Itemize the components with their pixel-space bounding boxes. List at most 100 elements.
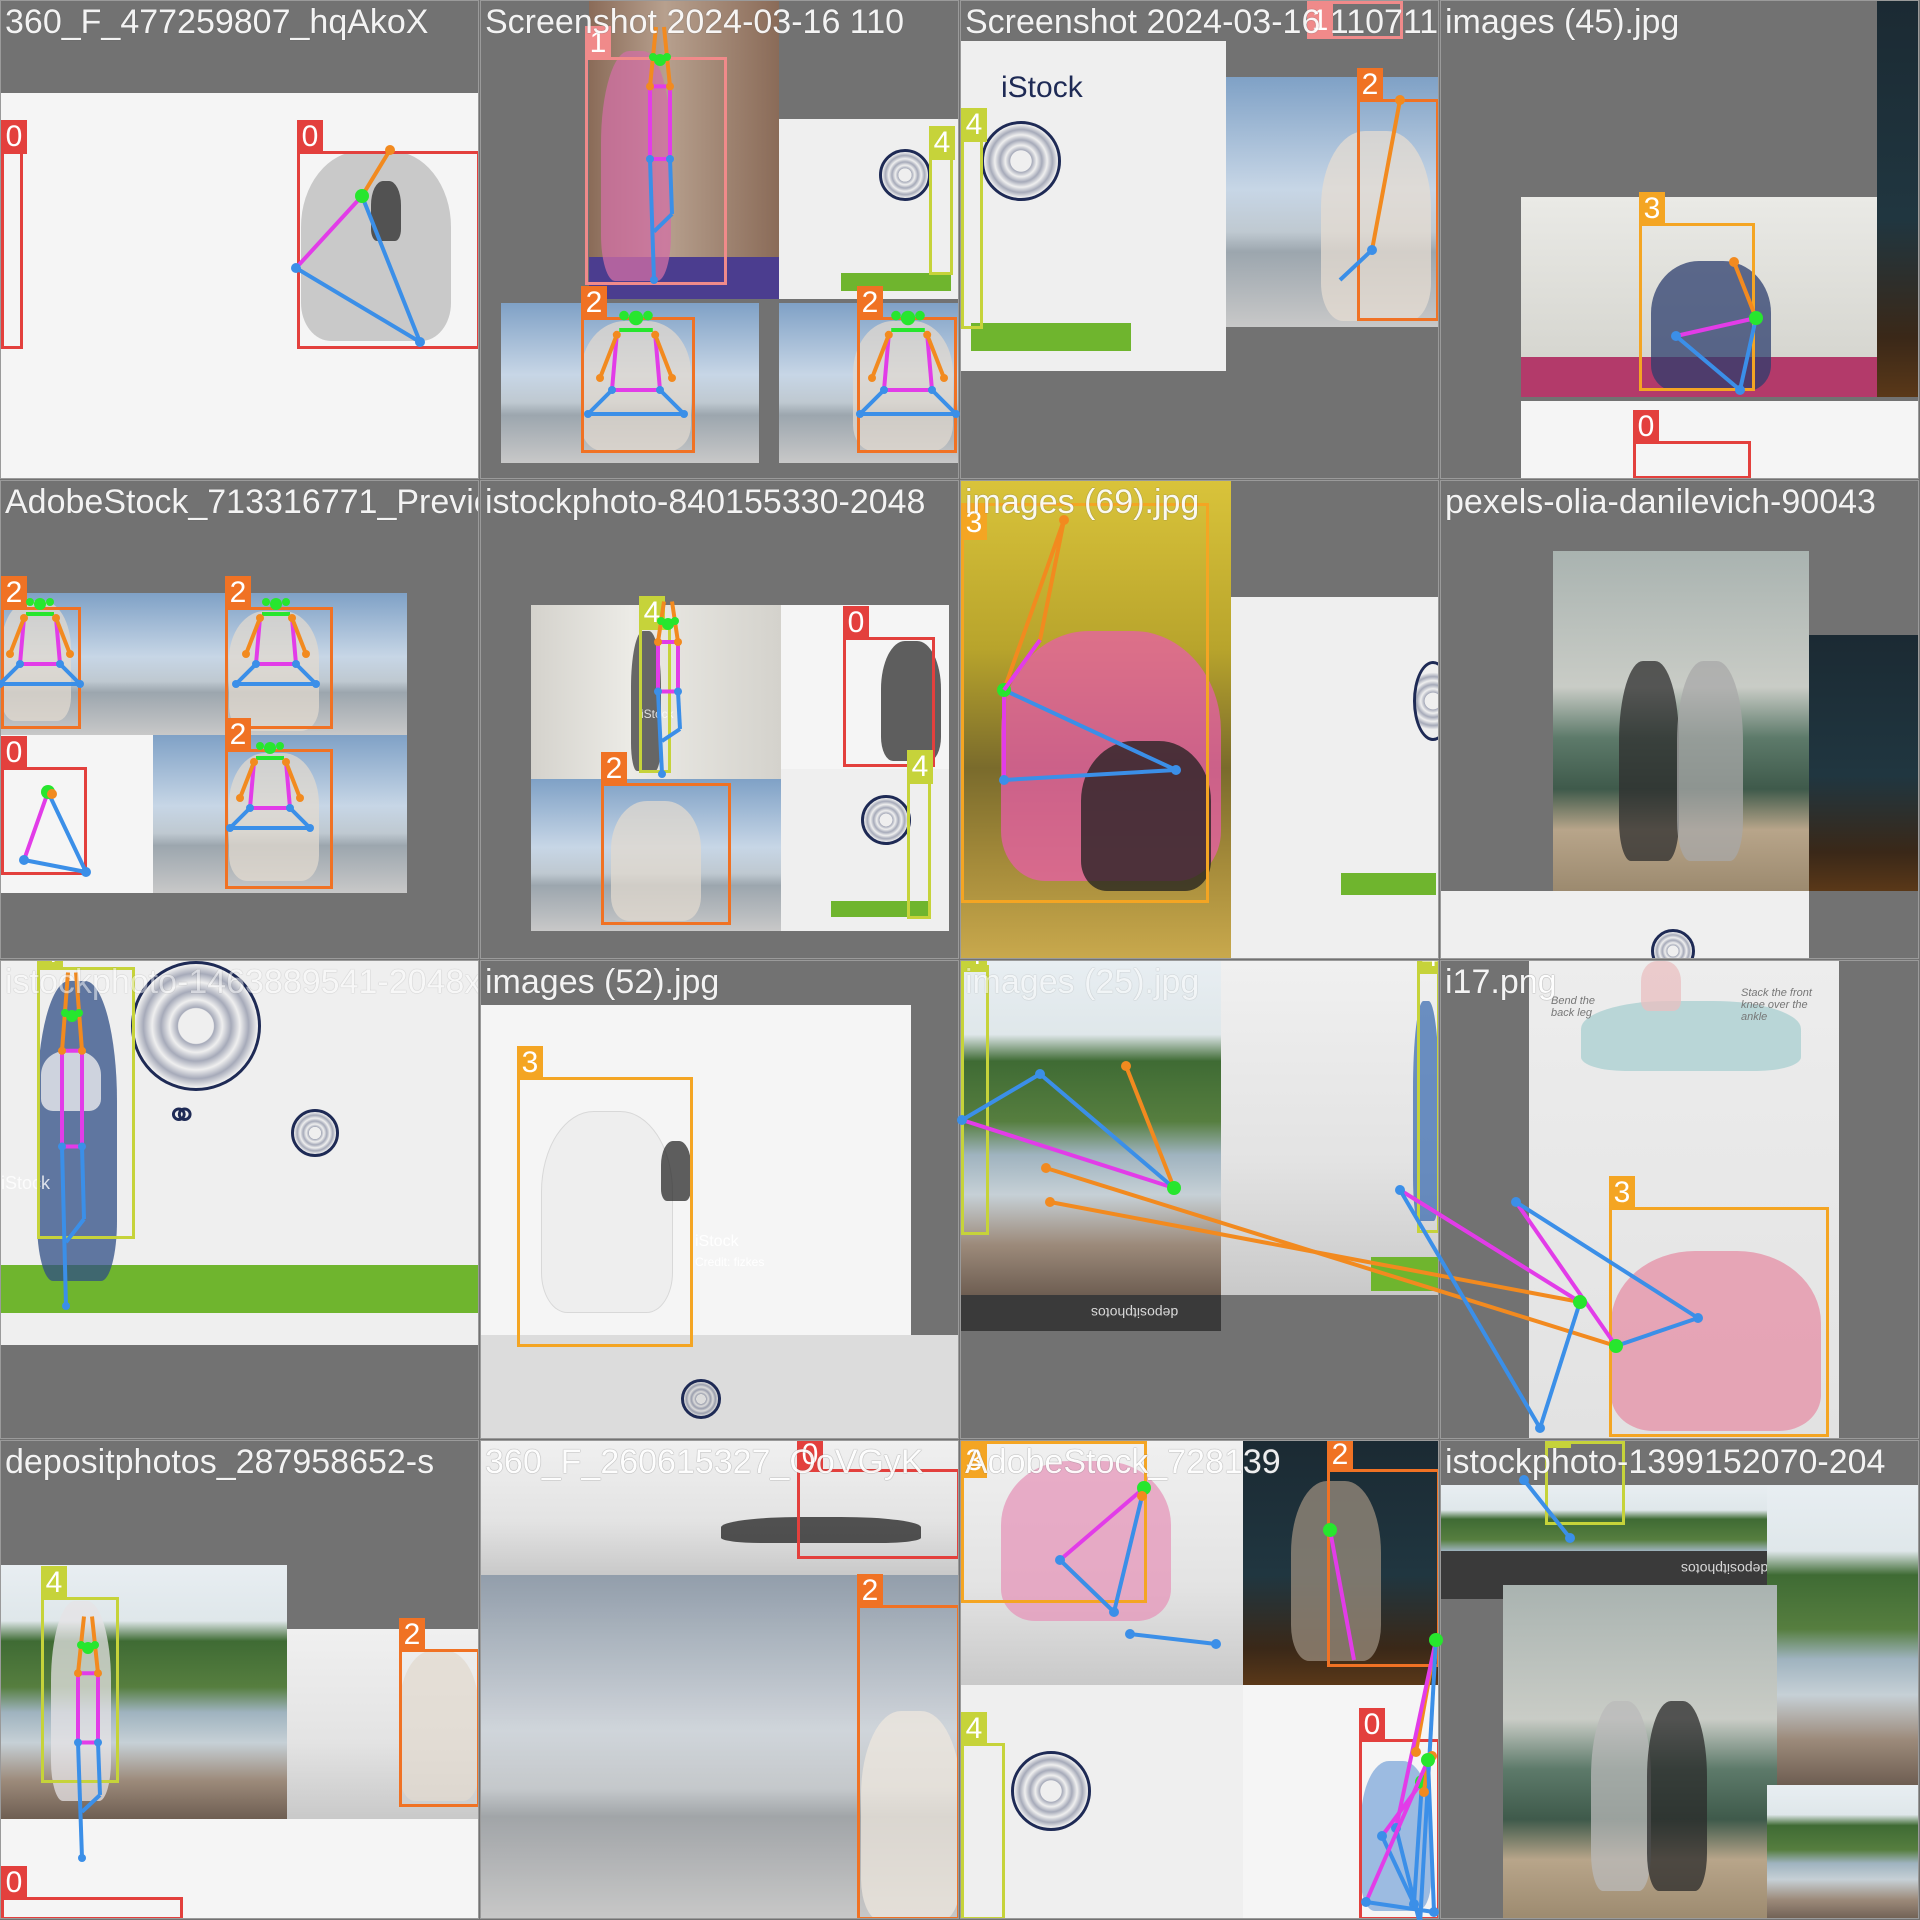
detection-box: 1: [1307, 1, 1403, 39]
keypoint: [262, 598, 270, 606]
skeleton-limb: [652, 212, 674, 234]
detection-box: 4: [961, 108, 987, 329]
skeleton-limb: [870, 334, 891, 379]
detection-box: 3: [961, 503, 1209, 903]
skeleton-limb: [1738, 317, 1758, 391]
keypoint: [1211, 1639, 1221, 1649]
flower-of-life-symbol: [291, 1109, 339, 1157]
photo: [1441, 891, 1809, 958]
class-tag: 2: [1327, 1441, 1353, 1472]
keypoint: [74, 1738, 82, 1747]
rings-symbol: ⚭: [165, 1094, 199, 1138]
tile-label: images (69).jpg: [965, 483, 1200, 521]
skeleton-limb: [1674, 334, 1742, 392]
keypoint: [658, 770, 666, 778]
keypoint: [415, 337, 425, 347]
keypoint: [1055, 1555, 1065, 1565]
skeleton-limb: [80, 1146, 86, 1220]
skeleton-limb: [598, 334, 619, 379]
pose-figure: [581, 321, 691, 451]
flower-of-life-symbol: [681, 1379, 721, 1419]
skeleton-limb: [1364, 1759, 1430, 1903]
keypoint: [256, 742, 264, 750]
pose-figure: [721, 1517, 921, 1543]
pose-figure: [853, 321, 953, 451]
skeleton-limb: [284, 761, 302, 799]
watermark: Credit: fizkes: [695, 1255, 765, 1269]
detection-box: 0: [843, 606, 935, 767]
tile-12: Bend the back leg Stack the front knee o…: [1440, 960, 1919, 1439]
keypoint: [628, 310, 644, 326]
keypoint: [1041, 1163, 1051, 1173]
skeleton-limb: [1129, 1632, 1217, 1646]
keypoint: [1429, 1633, 1443, 1647]
keypoint: [1125, 1629, 1135, 1639]
tile-label: depositphotos_287958652-s: [5, 1443, 435, 1481]
skeleton-limb: [54, 617, 72, 655]
tile-label: istockphoto-1399152070-204: [1445, 1443, 1886, 1481]
keypoint: [276, 742, 284, 750]
skeleton-limb: [0, 662, 22, 686]
skeleton-limb: [18, 617, 26, 665]
flower-of-life-symbol: [1413, 661, 1438, 741]
keypoint: [1167, 1181, 1181, 1195]
keypoint: [75, 1009, 83, 1017]
keypoint: [1421, 1753, 1435, 1767]
class-tag: 2: [857, 286, 883, 320]
skeleton-limb: [1370, 99, 1402, 251]
class-tag: 4: [41, 1566, 67, 1600]
skeleton-limb: [1038, 1072, 1176, 1190]
tile-label: images (52).jpg: [485, 963, 720, 1001]
keypoint: [16, 660, 24, 668]
tile-label: 360_F_260615327_OoVGyK: [485, 1443, 924, 1481]
skeleton-limb: [1615, 1316, 1699, 1348]
keypoint: [306, 824, 314, 832]
pose-figure: [661, 1141, 691, 1201]
skeleton-limb: [1058, 1486, 1146, 1562]
keypoint: [1171, 765, 1181, 775]
skeleton-limb: [1049, 1200, 1581, 1304]
keypoint: [596, 374, 604, 382]
keypoint: [1609, 1339, 1623, 1353]
keypoint: [292, 660, 300, 668]
keypoint: [952, 410, 960, 418]
keypoint: [270, 598, 282, 610]
detection-box: 0: [797, 1441, 958, 1559]
skeleton-limb: [1675, 316, 1757, 338]
pose-figure: [41, 1051, 101, 1111]
keypoint: [1729, 257, 1739, 267]
class-tag: 4: [961, 108, 987, 142]
keypoint: [250, 758, 258, 766]
keypoint: [657, 617, 665, 625]
skeleton-limb: [254, 617, 262, 665]
skeleton-limb: [360, 195, 422, 343]
keypoint: [1395, 1185, 1405, 1195]
keypoint: [957, 1115, 967, 1125]
skeleton-limb: [1003, 688, 1177, 772]
skeleton-limb: [961, 1118, 1175, 1190]
keypoint: [1735, 385, 1745, 395]
skeleton-limb: [1328, 1529, 1356, 1661]
skeleton-limb: [60, 1146, 68, 1307]
skeleton-limb: [1398, 1188, 1542, 1430]
skeleton-limb: [1124, 1065, 1176, 1189]
tile-label: AdobeStock_728139: [965, 1443, 1281, 1481]
pose-figure: [1611, 1251, 1821, 1431]
keypoint: [296, 794, 304, 802]
class-tag: 0: [1, 736, 27, 770]
keypoint: [226, 824, 234, 832]
skeleton-limb: [22, 791, 50, 861]
class-tag: 2: [225, 718, 251, 752]
class-tag: 2: [581, 286, 607, 320]
skeleton-limb: [248, 761, 256, 809]
keypoint: [46, 598, 54, 606]
pose-figure: [881, 641, 941, 761]
keypoint: [584, 410, 592, 418]
photo: [961, 961, 1221, 1295]
keypoint: [385, 145, 395, 155]
keypoint: [1411, 1747, 1421, 1757]
keypoint: [312, 680, 320, 688]
skeleton-limb: [294, 194, 364, 270]
skeleton-limb: [64, 1217, 86, 1244]
photo: [961, 41, 1226, 371]
